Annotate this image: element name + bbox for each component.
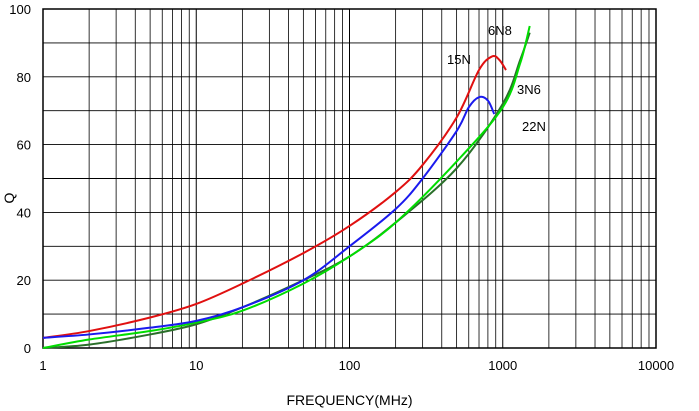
y-tick-label: 0: [24, 341, 31, 356]
series-line-15n: [42, 54, 507, 339]
tick-labels: 1 10 100 1000 10000 0 20 40 60 80 100: [9, 2, 674, 373]
y-tick-label: 40: [17, 205, 31, 220]
y-tick-label: 60: [17, 138, 31, 153]
plot-border: [42, 8, 657, 349]
x-tick-label: 10000: [638, 358, 674, 373]
x-axis-label: FREQUENCY(MHz): [287, 392, 413, 408]
series-label-3n6: 3N6: [517, 82, 541, 97]
y-tick-label: 80: [17, 70, 31, 85]
series-line-3n6: [42, 25, 531, 349]
series-layer: [42, 25, 531, 349]
series-label-6n8: 6N8: [488, 23, 512, 38]
x-tick-label: 1: [39, 358, 46, 373]
x-tick-label: 10: [189, 358, 203, 373]
y-tick-label: 20: [17, 273, 31, 288]
series-label-15n: 15N: [447, 52, 471, 67]
x-tick-label: 100: [339, 358, 361, 373]
y-tick-label: 100: [9, 2, 31, 17]
series-label-22n: 22N: [522, 119, 546, 134]
y-axis-label: Q: [1, 192, 17, 203]
series-line-22n: [42, 95, 496, 339]
x-tick-label: 1000: [488, 358, 517, 373]
series-labels: 6N8 3N6 15N 22N: [447, 23, 546, 134]
grid: [42, 8, 656, 349]
